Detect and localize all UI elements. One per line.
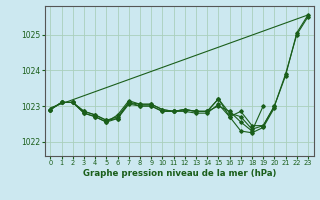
X-axis label: Graphe pression niveau de la mer (hPa): Graphe pression niveau de la mer (hPa) — [83, 169, 276, 178]
